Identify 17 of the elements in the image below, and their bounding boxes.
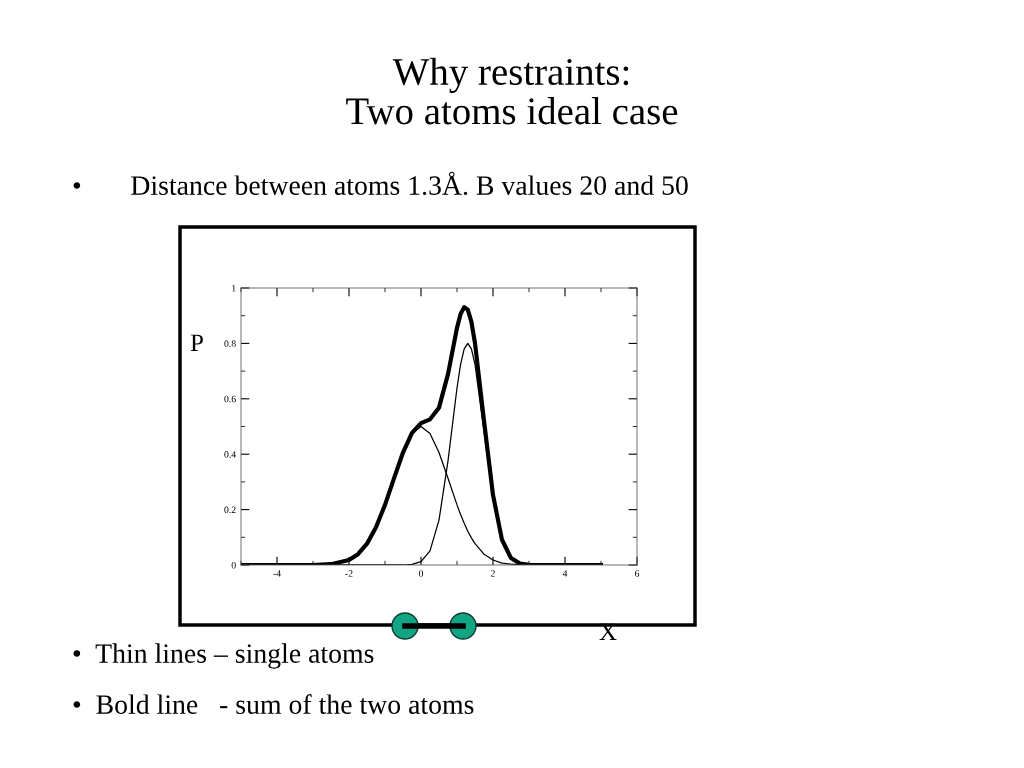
y-tick-label: 0.4 xyxy=(224,451,236,458)
y-tick-label: 0.8 xyxy=(224,340,236,347)
x-tick-label: 0 xyxy=(418,570,424,577)
text: • Bold line - sum of the two atoms xyxy=(73,694,474,714)
x-tick-label: 4 xyxy=(562,570,568,577)
y-tick-label: 0 xyxy=(231,561,236,569)
text: • Thin lines – single atoms xyxy=(73,643,374,669)
x-tick-label: -4 xyxy=(273,570,281,577)
x-tick-label: 2 xyxy=(491,570,495,577)
y-tick-label: 1 xyxy=(232,284,236,292)
text: • Distance between atoms 1.3Å. B values 20 and 50 xyxy=(73,171,688,196)
chart-title: Why restraints: Two atoms ideal case xyxy=(346,57,678,125)
y-axis-title: P xyxy=(190,334,203,352)
y-tick-label: 0.2 xyxy=(224,506,236,514)
x-tick-label: 6 xyxy=(634,570,640,577)
x-tick-label: -2 xyxy=(345,570,353,577)
y-tick-label: 0.6 xyxy=(224,395,236,403)
